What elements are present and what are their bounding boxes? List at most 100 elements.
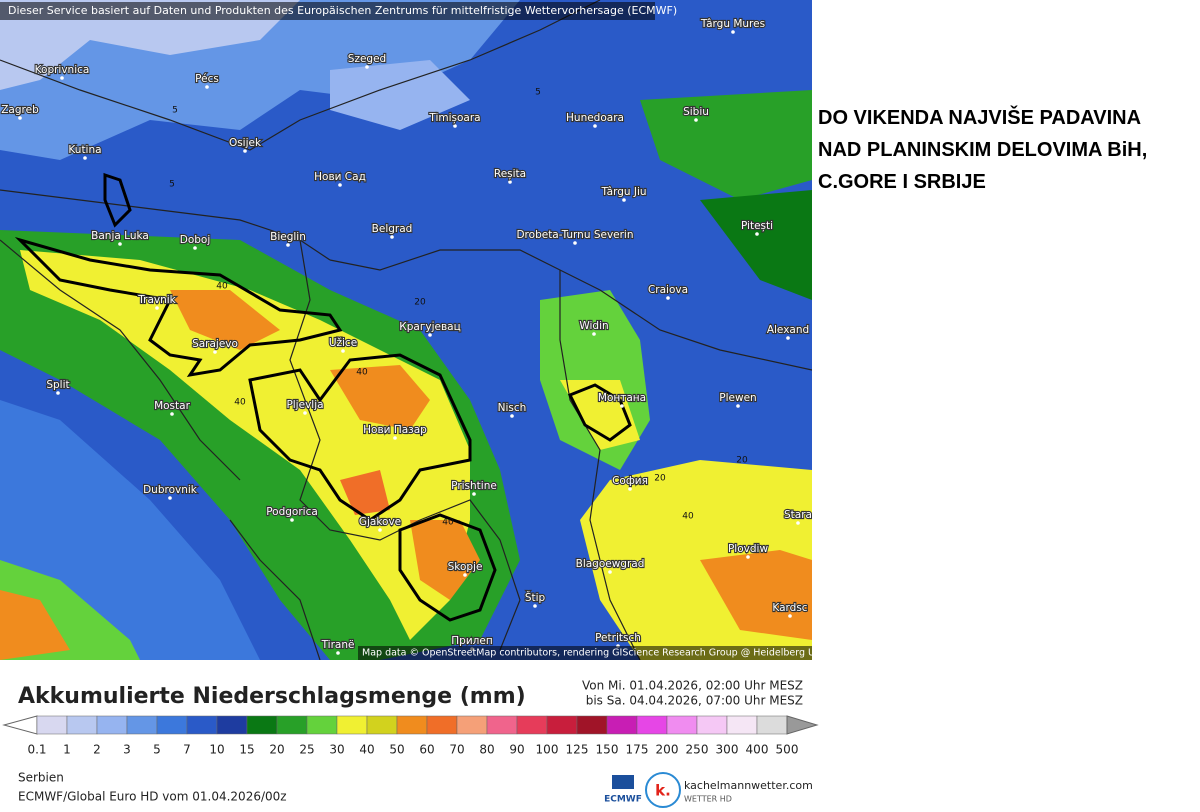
contour-label: 40 [682, 512, 694, 522]
contour-label: 20 [654, 474, 666, 484]
colorbar-label: 0.1 [27, 743, 46, 757]
colorbar-label: 500 [776, 743, 799, 757]
rain-area [330, 365, 430, 430]
place-label: Užice [329, 337, 357, 349]
place-label: Nisch [498, 402, 527, 414]
place-dot [286, 243, 290, 247]
colorbar-swatch [216, 715, 248, 735]
place-dot [622, 198, 626, 202]
place-label: Blagoewgrad [576, 558, 645, 570]
colorbar-label: 50 [389, 743, 404, 757]
place-label: Štip [525, 591, 546, 604]
place-dot [666, 296, 670, 300]
place-label: Pljevlja [286, 399, 323, 411]
place-label: Podgorica [266, 506, 318, 518]
colorbar-swatch [96, 715, 128, 735]
place-label: Travnik [137, 294, 176, 306]
contour-label: 40 [442, 518, 454, 528]
period-from: Von Mi. 01.04.2026, 02:00 Uhr MESZ [582, 679, 803, 693]
colorbar-swatch [276, 715, 308, 735]
colorbar-label: 30 [329, 743, 344, 757]
place-label: Gjakove [359, 516, 401, 528]
rain-area [410, 520, 480, 600]
map: Koprivnica Pécs Szeged Târgu Mures Zagreb Osi… [0, 0, 812, 660]
place-label: Sibiu [683, 106, 709, 118]
place-dot [755, 232, 759, 236]
place-dot [393, 436, 397, 440]
model: ECMWF/Global Euro HD vom 01.04.2026/00z [18, 790, 287, 804]
place-label: Belgrad [372, 223, 413, 235]
colorbar-label: 15 [239, 743, 254, 757]
colorbar-swatch [696, 715, 728, 735]
contour-40 [14, 172, 632, 622]
place-dot [205, 85, 209, 89]
rain-area [640, 90, 812, 200]
rain-area [20, 250, 470, 640]
place-label: Bieglin [270, 231, 306, 243]
contour-label: 5 [172, 106, 178, 116]
place-label: Koprivnica [35, 64, 90, 76]
colorbar-swatch [756, 715, 788, 735]
place-dot [290, 518, 294, 522]
colorbar-label: 100 [536, 743, 559, 757]
place-label: Kardsc [772, 602, 807, 614]
ecmwf-logo: ECMWF [604, 795, 642, 805]
place-dot [533, 604, 537, 608]
place-label: Petritsch [595, 632, 641, 644]
colorbar-arrow-right [786, 715, 819, 735]
place-dot [746, 555, 750, 559]
place-label: Plewen [719, 392, 756, 404]
colorbar-swatch [36, 715, 68, 735]
place-dot [796, 521, 800, 525]
attribution-bar [358, 646, 812, 660]
place-dot [213, 350, 217, 354]
place-label: Dubrovnik [143, 484, 198, 496]
place-label: Split [46, 379, 69, 391]
rain-area [340, 470, 390, 515]
place-dot [60, 76, 64, 80]
colorbar-label: 90 [509, 743, 524, 757]
place-dot [510, 414, 514, 418]
place-dot [508, 180, 512, 184]
place-dot [428, 333, 432, 337]
place-label: Osijek [229, 137, 262, 149]
brand-sub: WETTER HD [684, 795, 732, 804]
place-dot [243, 149, 247, 153]
colorbar-label: 2 [93, 743, 101, 757]
contour-label: 20 [736, 456, 748, 466]
rain-area [0, 590, 70, 660]
colorbar-swatch [186, 715, 218, 735]
place-label: Прилеп [451, 635, 492, 647]
place-dot [303, 411, 307, 415]
place-dot [155, 306, 159, 310]
place-label: Timișoara [428, 112, 480, 124]
place-dot [788, 614, 792, 618]
place-label: Szeged [348, 53, 386, 65]
colorbar-swatch [366, 715, 398, 735]
colorbar-label: 125 [566, 743, 589, 757]
place-dot [472, 492, 476, 496]
place-dot [168, 496, 172, 500]
place-label: Drobeta-Turnu Severin [516, 229, 633, 241]
colorbar-swatch [246, 715, 278, 735]
place-dot [193, 246, 197, 250]
place-label: Sarajevo [192, 338, 238, 350]
place-dot [365, 65, 369, 69]
colorbar-label: 200 [656, 743, 679, 757]
place-label: Târgu Mures [700, 18, 765, 30]
place-dot [341, 349, 345, 353]
rain-area [700, 190, 812, 300]
place-dot [336, 651, 340, 655]
place-dot [573, 241, 577, 245]
ecmwf-icon [612, 775, 634, 789]
place-dot [786, 336, 790, 340]
place-dot [56, 391, 60, 395]
colorbar-label: 80 [479, 743, 494, 757]
colorbar-label: 5 [153, 743, 161, 757]
attribution: Map data © OpenStreetMap contributors, r… [362, 648, 856, 659]
place-dot [390, 235, 394, 239]
colorbar-label: 40 [359, 743, 374, 757]
colorbar-label: 7 [183, 743, 191, 757]
colorbar-swatch [516, 715, 548, 735]
place-label: Craiova [648, 284, 688, 296]
